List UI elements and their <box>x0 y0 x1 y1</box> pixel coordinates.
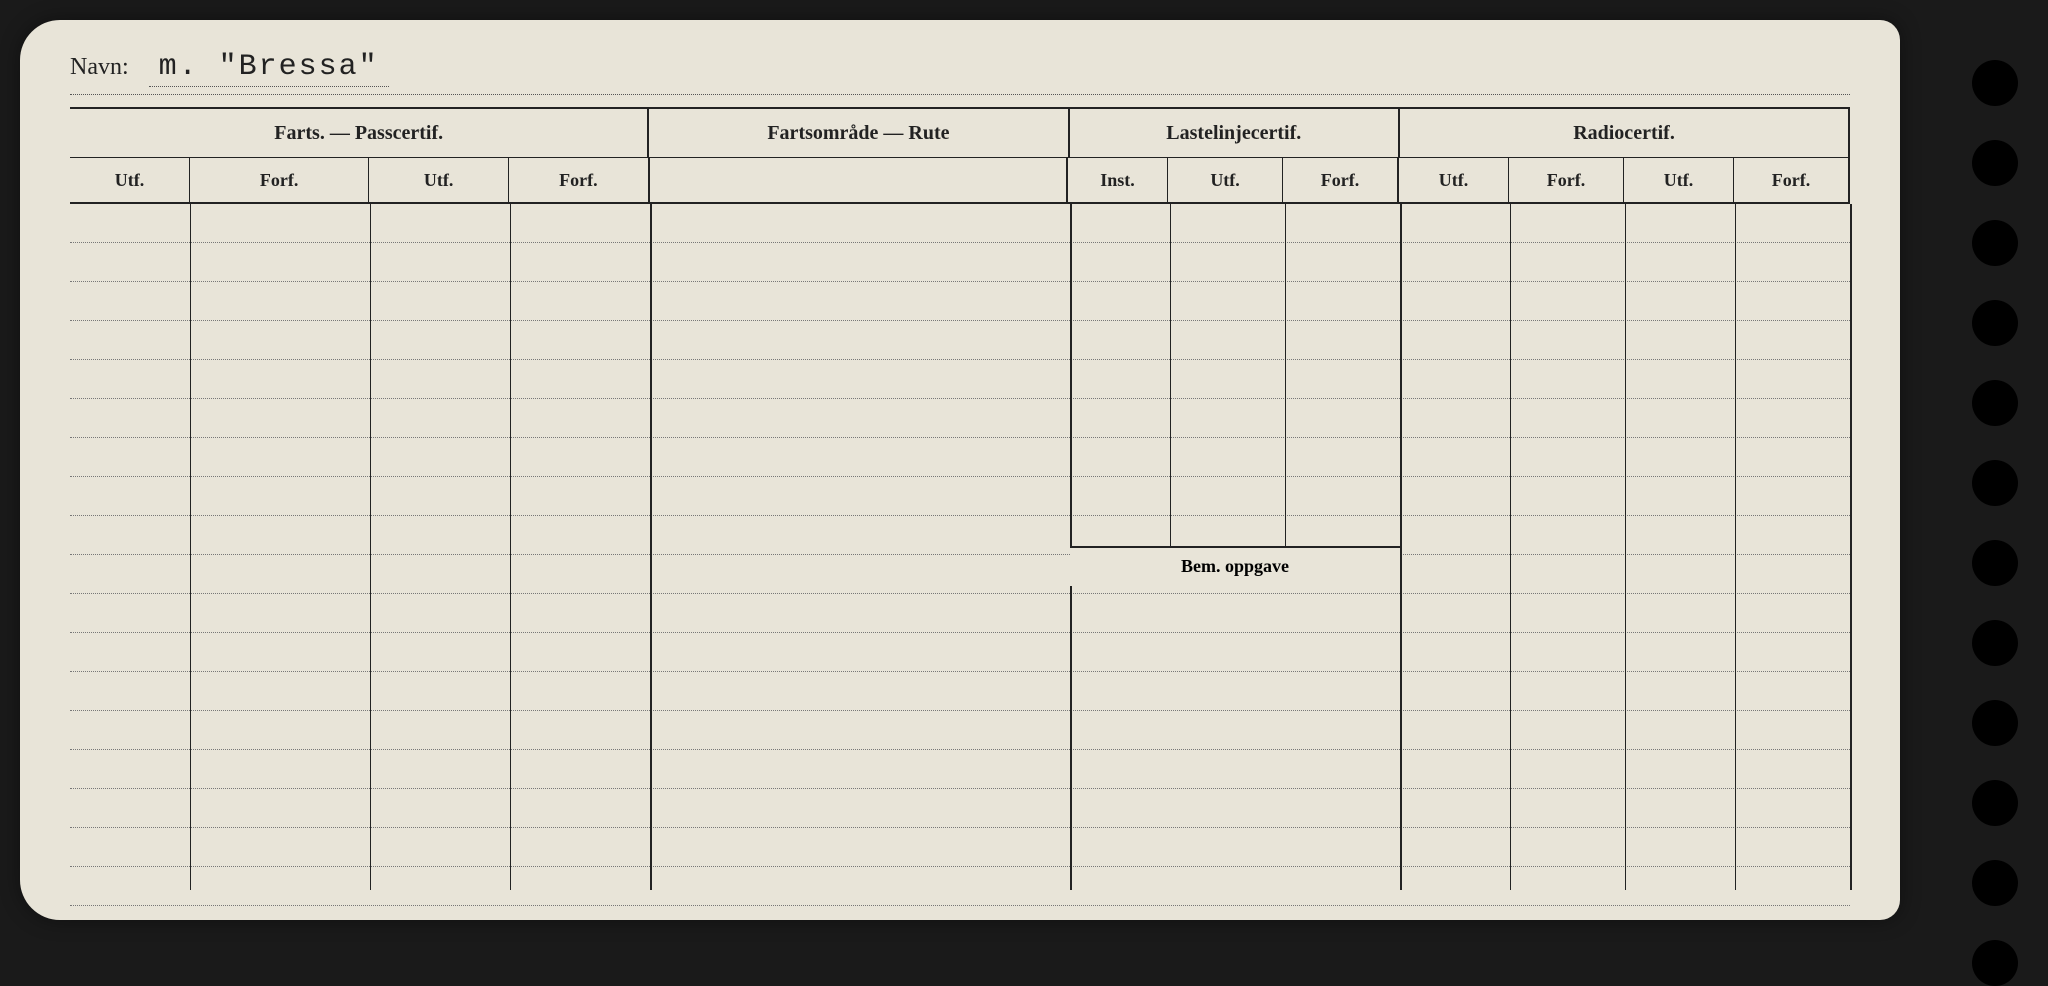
col-header: Forf. <box>509 158 650 202</box>
main-table: Farts. — Passcertif. Fartsområde — Rute … <box>70 107 1850 889</box>
col-header <box>650 158 1068 202</box>
col-header: Forf. <box>1509 158 1624 202</box>
binder-hole <box>1972 220 2018 266</box>
table-row <box>70 438 1850 477</box>
rows-area: Bem. oppgave <box>70 204 1850 890</box>
binder-hole <box>1972 460 2018 506</box>
binder-hole <box>1972 380 2018 426</box>
table-row <box>70 477 1850 516</box>
column-divider <box>1735 204 1736 890</box>
column-divider <box>650 204 652 890</box>
table-row <box>70 828 1850 867</box>
col-header: Forf. <box>1734 158 1850 202</box>
table-row <box>70 594 1850 633</box>
table-row <box>70 672 1850 711</box>
binder-hole <box>1972 140 2018 186</box>
col-header: Utf. <box>1168 158 1283 202</box>
col-header: Utf. <box>1624 158 1734 202</box>
column-divider <box>1625 204 1626 890</box>
section-header-row: Farts. — Passcertif. Fartsområde — Rute … <box>70 109 1850 158</box>
navn-row: Navn: m. "Bressa" <box>70 50 1850 95</box>
column-divider <box>1170 204 1171 546</box>
table-row <box>70 282 1850 321</box>
section-farts-pass: Farts. — Passcertif. <box>70 109 649 157</box>
binder-hole <box>1972 540 2018 586</box>
section-lastelinje: Lastelinjecertif. <box>1070 109 1401 157</box>
binder-hole <box>1972 300 2018 346</box>
binder-hole <box>1972 700 2018 746</box>
table-row <box>70 750 1850 789</box>
table-row <box>70 867 1850 906</box>
navn-label: Navn: <box>70 54 129 81</box>
section-fartsomrade: Fartsområde — Rute <box>649 109 1069 157</box>
col-header: Utf. <box>70 158 190 202</box>
navn-value: m. "Bressa" <box>149 50 389 87</box>
sub-header-row: Utf.Forf.Utf.Forf.Inst.Utf.Forf.Utf.Forf… <box>70 158 1850 204</box>
column-divider <box>1850 204 1852 890</box>
table-row <box>70 204 1850 243</box>
binder-hole <box>1972 860 2018 906</box>
table-row <box>70 360 1850 399</box>
binder-hole <box>1972 60 2018 106</box>
table-row <box>70 399 1850 438</box>
column-divider <box>370 204 371 890</box>
column-divider <box>1510 204 1511 890</box>
binder-hole <box>1972 940 2018 986</box>
table-row <box>70 711 1850 750</box>
binder-hole <box>1972 780 2018 826</box>
bem-oppgave-header: Bem. oppgave <box>1070 546 1400 586</box>
table-row <box>70 516 1850 555</box>
column-divider <box>1285 204 1286 546</box>
col-header: Forf. <box>1283 158 1399 202</box>
table-row <box>70 633 1850 672</box>
table-row <box>70 321 1850 360</box>
index-card: Navn: m. "Bressa" Farts. — Passcertif. F… <box>20 20 1900 920</box>
table-row <box>70 243 1850 282</box>
column-divider <box>190 204 191 890</box>
table-row <box>70 555 1850 594</box>
col-header: Utf. <box>369 158 509 202</box>
column-divider <box>510 204 511 890</box>
binder-hole <box>1972 620 2018 666</box>
table-row <box>70 789 1850 828</box>
column-divider <box>1400 204 1402 890</box>
binder-holes <box>1972 60 2018 986</box>
col-header: Forf. <box>190 158 369 202</box>
section-radio: Radiocertif. <box>1400 109 1850 157</box>
col-header: Utf. <box>1399 158 1509 202</box>
col-header: Inst. <box>1068 158 1168 202</box>
